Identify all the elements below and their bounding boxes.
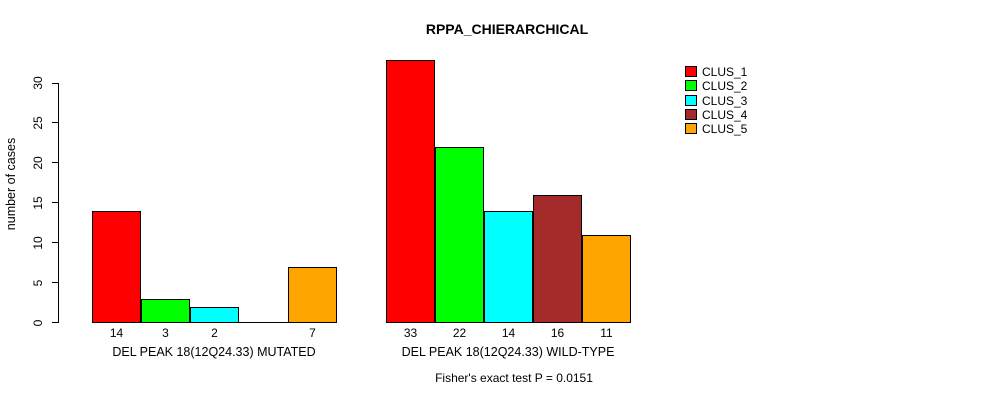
y-axis-label: number of cases bbox=[4, 137, 18, 231]
fisher-test-annotation: Fisher's exact test P = 0.0151 bbox=[435, 371, 593, 385]
legend-label-clus_4: CLUS_4 bbox=[702, 107, 748, 122]
y-tick-label: 0 bbox=[31, 319, 45, 326]
bar-value-label: 2 bbox=[211, 326, 218, 340]
group-label-mutated: DEL PEAK 18(12Q24.33) MUTATED bbox=[112, 345, 316, 359]
bar-value-label: 16 bbox=[550, 326, 565, 340]
legend-label-clus_1: CLUS_1 bbox=[702, 65, 748, 79]
bar-clus_3 bbox=[484, 210, 533, 323]
y-tick-mark bbox=[52, 122, 58, 124]
bar-clus_4 bbox=[533, 194, 582, 323]
bar-clus_5 bbox=[582, 234, 631, 323]
legend-swatch-clus_5 bbox=[685, 123, 697, 135]
legend-label-clus_3: CLUS_3 bbox=[702, 93, 748, 108]
bar-clus_3 bbox=[190, 306, 239, 323]
y-tick-mark bbox=[52, 282, 58, 284]
bar-value-label: 14 bbox=[109, 326, 124, 340]
bar-clus_5 bbox=[288, 266, 337, 323]
legend-swatch-clus_4 bbox=[685, 108, 697, 120]
y-tick-label: 20 bbox=[31, 156, 45, 170]
bar-value-label: 22 bbox=[452, 326, 467, 340]
bar-value-label: 11 bbox=[600, 326, 613, 340]
y-tick-mark bbox=[52, 322, 58, 323]
legend-label-clus_2: CLUS_2 bbox=[702, 79, 748, 94]
bar-value-label: 7 bbox=[309, 326, 316, 340]
y-tick-label: 5 bbox=[31, 279, 45, 286]
y-tick-mark bbox=[52, 162, 58, 164]
group-label-wild-type: DEL PEAK 18(12Q24.33) WILD-TYPE bbox=[401, 345, 615, 359]
bar-value-label: 3 bbox=[162, 326, 169, 340]
legend-swatch-clus_1 bbox=[685, 66, 697, 77]
bar-value-label: 33 bbox=[403, 326, 418, 340]
chart-title: RPPA_CHIERARCHICAL bbox=[425, 21, 589, 37]
y-tick-mark bbox=[52, 202, 58, 204]
y-tick-mark bbox=[52, 242, 58, 244]
bar-clus_2 bbox=[435, 146, 484, 323]
bar-clus_1 bbox=[92, 210, 141, 323]
legend-label-clus_5: CLUS_5 bbox=[702, 122, 748, 137]
bar-value-label: 14 bbox=[501, 326, 516, 340]
y-tick-label: 25 bbox=[31, 116, 45, 130]
y-tick-mark bbox=[52, 82, 58, 84]
y-tick-label: 30 bbox=[31, 76, 45, 90]
legend-swatch-clus_3 bbox=[685, 94, 697, 106]
y-axis-line bbox=[58, 83, 59, 323]
y-tick-label: 10 bbox=[31, 235, 45, 250]
bar-clus_4 bbox=[239, 322, 288, 323]
y-tick-label: 15 bbox=[31, 196, 45, 210]
bar-clus_1 bbox=[386, 59, 435, 323]
bar-clus_2 bbox=[141, 298, 190, 323]
legend-swatch-clus_2 bbox=[685, 80, 697, 92]
